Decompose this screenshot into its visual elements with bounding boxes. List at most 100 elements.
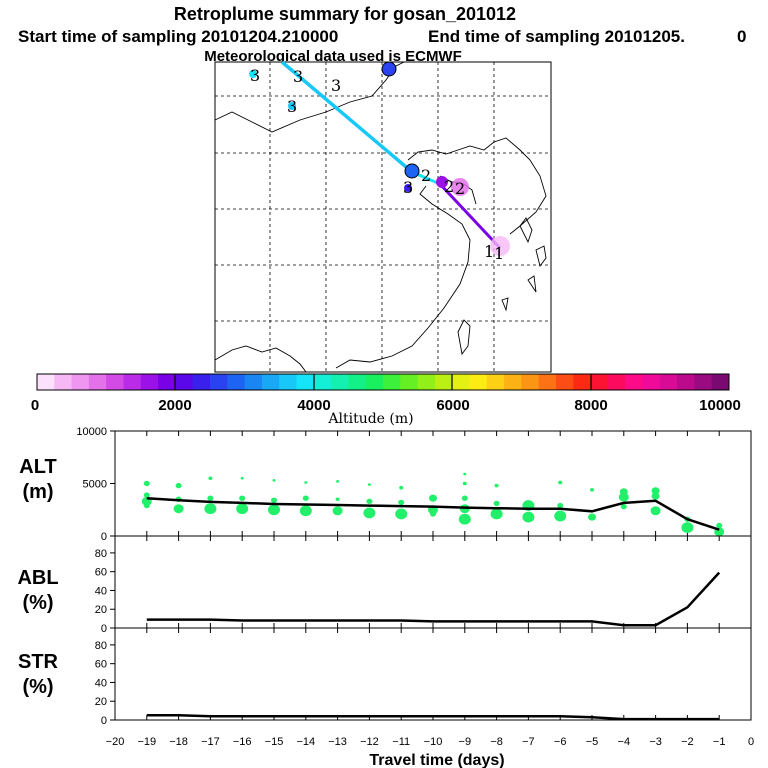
trajectory-label: 1 [494,244,504,263]
x-tick-label: −3 [649,736,662,748]
x-tick-label: −7 [522,736,535,748]
colorbar-cell [227,374,245,390]
str-series-line [146,714,720,721]
colorbar-cell [659,374,678,390]
colorbar-cell [504,374,522,390]
alt-scatter-point [522,511,535,523]
trajectory-label: 3 [250,66,260,85]
abl-panel-frame [114,535,752,629]
alt-scatter-point [463,472,467,476]
colorbar-cell [625,374,643,390]
alt-scatter-point [558,480,563,485]
alt-scatter-point [620,503,627,510]
colorbar-cell [556,374,574,390]
alt-scatter-point [458,513,471,525]
colorbar-cell [642,374,661,390]
abl-panel-label: ABL [17,567,58,589]
colorbar-cell [486,374,505,390]
colorbar-cell [158,374,176,390]
colorbar-cell [365,374,384,390]
alt-y-axis: 0 5000 10000 [76,426,115,543]
alt-x-ticks [114,431,752,536]
str-y-tick-label: 80 [95,640,107,652]
alt-scatter-point [493,500,500,507]
abl-panel: ABL (%) 0 20 40 60 80 [17,535,752,635]
colorbar-cell [469,374,488,390]
str-y-tick-label: 0 [101,715,107,727]
colorbar-cell [521,374,540,390]
alt-scatter-point [335,497,340,502]
alt-scatter-point [399,485,404,490]
trajectory-label: 3 [331,76,341,95]
str-panel: STR (%) 0 20 40 60 80 [18,627,752,727]
abl-y-tick-label: 0 [101,623,107,635]
str-y-axis: 0 20 40 60 80 [95,640,115,727]
abl-y-axis: 0 20 40 60 80 [95,548,115,635]
alt-scatter-point [143,480,150,487]
colorbar-cell [383,374,401,390]
colorbar-cell [88,374,107,390]
alt-y-tick-label: 5000 [83,479,107,491]
colorbar-cell [331,374,349,390]
altitude-colorbar: 0 2000 4000 6000 8000 10000 Altitude (m) [31,373,741,427]
alt-scatter-point [363,507,376,519]
plume-marker [381,61,397,77]
colorbar-cell [71,374,90,390]
colorbar-cells [37,374,730,390]
x-tick-label: −17 [201,736,220,748]
alt-scatter [141,472,725,537]
colorbar-tick: 2000 [158,397,191,414]
x-tick-label: −4 [618,736,631,748]
alt-scatter-point [590,488,594,492]
colorbar-cell [711,374,730,390]
alt-scatter-point [462,481,467,486]
x-tick-label: −8 [490,736,503,748]
abl-x-ticks [114,536,752,628]
x-tick-label: −16 [233,736,252,748]
alt-scatter-point [681,522,694,533]
x-tick-label: −18 [169,736,188,748]
trajectory-label: 2 [455,179,465,198]
x-tick-label: −14 [296,736,315,748]
trajectory-label: 1 [484,242,494,261]
colorbar-cell [538,374,557,390]
colorbar-cell [348,374,367,390]
alt-scatter-point [618,492,629,502]
alt-scatter-point [490,508,503,520]
alt-scatter-point [651,492,660,500]
colorbar-dividers [174,374,592,390]
map-frame [214,61,552,373]
plume-marker [404,184,412,192]
abl-panel-unit: (%) [22,592,53,614]
alt-y-tick-label: 0 [101,531,107,543]
alt-scatter-point [268,504,280,516]
str-y-tick-label: 60 [95,659,107,671]
colorbar-cell [590,374,609,390]
alt-scatter-point [332,506,343,516]
x-tick-label: −9 [459,736,472,748]
alt-scatter-point [494,483,499,488]
str-y-tick-label: 20 [95,696,107,708]
x-tick-label: −1 [713,736,726,748]
x-tick-label: −2 [681,736,694,748]
alt-panel-label: ALT [19,456,56,478]
colorbar-cell [106,374,124,390]
colorbar-tick: 4000 [297,397,330,414]
colorbar-tick: 6000 [436,397,469,414]
colorbar-cell [452,374,470,390]
x-tick-label: −5 [586,736,599,748]
abl-y-tick-label: 20 [95,604,107,616]
colorbar-cell [434,374,453,390]
alt-scatter-point [207,495,214,501]
colorbar-cell [54,374,72,390]
colorbar-cell [607,374,626,390]
alt-scatter-point [557,502,564,509]
colorbar-cell [400,374,418,390]
trajectory-segment-cyan [280,60,414,174]
alt-scatter-point [204,503,217,515]
alt-scatter-point [588,513,596,521]
colorbar-frame [36,373,730,391]
str-x-ticks [114,628,752,720]
colorbar-tick: 10000 [699,397,741,414]
